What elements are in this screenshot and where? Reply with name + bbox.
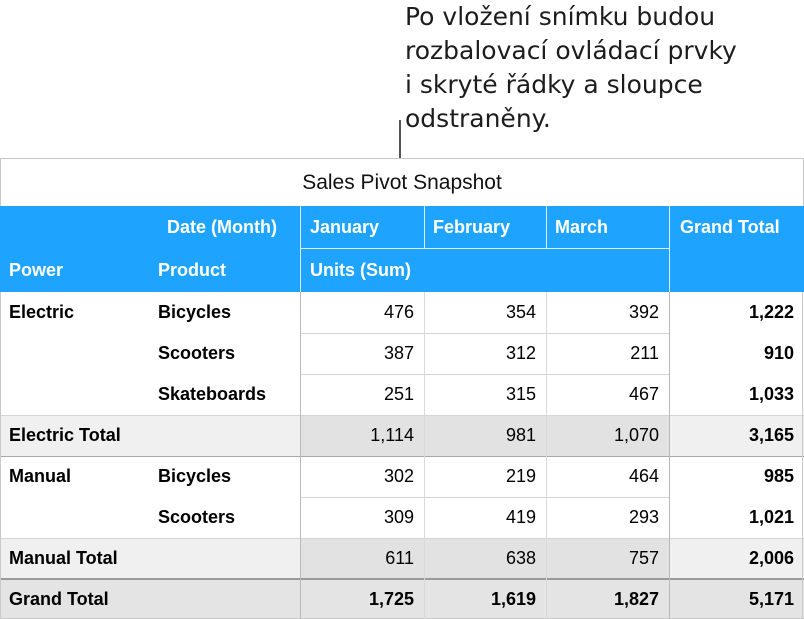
cell-value: 638 <box>505 548 536 568</box>
cell-value: 611 <box>385 548 414 568</box>
cell-value: 1,827 <box>613 588 659 609</box>
table-row-subtotal[interactable]: Electric Total 1,114 981 1,070 3,165 <box>0 415 804 456</box>
cell-value: 419 <box>505 507 536 527</box>
cell-row-total: 3,165 <box>748 425 794 445</box>
header-divider <box>669 206 670 292</box>
cell-value: 476 <box>383 302 414 322</box>
cell-value: 467 <box>628 384 659 404</box>
cell-value: 293 <box>628 507 659 527</box>
cell-value: 1,114 <box>370 425 414 445</box>
cell-row-total: 5,171 <box>748 588 794 609</box>
header-date-month[interactable]: Date (Month) <box>167 216 277 237</box>
header-month[interactable]: March <box>555 216 609 237</box>
table-header: Date (Month) January February March Gran… <box>0 206 804 292</box>
cell-value: 302 <box>383 466 414 486</box>
grid-line <box>802 292 803 619</box>
callout-line: i skryté řádky a sloupce <box>405 70 703 99</box>
cell-subtotal-label: Manual Total <box>9 548 118 568</box>
electric-total-data-bg <box>301 415 669 456</box>
callout-line: odstraněny. <box>405 104 551 133</box>
cell-power: Electric <box>9 302 75 322</box>
table-row[interactable]: Electric Bicycles 476 354 392 1,222 <box>0 292 804 333</box>
grid-line <box>0 538 804 539</box>
cell-power <box>0 374 158 415</box>
cell-value: 387 <box>383 343 414 363</box>
cell-product: Bicycles <box>158 302 232 322</box>
table-row[interactable]: Skateboards 251 315 467 1,033 <box>0 374 804 415</box>
grid-line <box>0 456 804 457</box>
header-row-fields: Power Product Units (Sum) <box>0 248 804 292</box>
cell-value: 981 <box>505 425 536 445</box>
table-row[interactable]: Scooters 387 312 211 910 <box>0 333 804 374</box>
callout-text: Po vložení snímku budou rozbalovací ovlá… <box>405 0 800 136</box>
cell-product: Scooters <box>158 343 236 363</box>
grid-line <box>0 292 1 619</box>
cell-value: 464 <box>628 466 659 486</box>
cell-product: Skateboards <box>158 384 267 404</box>
table-title: Sales Pivot Snapshot <box>0 158 804 207</box>
manual-total-data-bg <box>301 538 669 579</box>
cell-subtotal-label: Electric Total <box>9 425 121 445</box>
cell-value: 315 <box>505 384 536 404</box>
cell-value: 354 <box>505 302 536 322</box>
cell-value: 1,619 <box>490 588 536 609</box>
grid-line <box>546 292 547 619</box>
cell-row-total: 1,021 <box>748 507 794 527</box>
callout-line: rozbalovací ovládací prvky <box>405 36 737 65</box>
cell-value: 219 <box>505 466 536 486</box>
cell-product: Bicycles <box>158 466 232 486</box>
cell-value: 1,070 <box>613 425 659 445</box>
header-month[interactable]: February <box>433 216 511 237</box>
cell-value: 1,725 <box>368 588 414 609</box>
header-row-months: Date (Month) January February March Gran… <box>0 206 804 248</box>
cell-value: 392 <box>628 302 659 322</box>
callout-line: Po vložení snímku budou <box>405 2 716 31</box>
cell-row-total: 1,222 <box>748 302 794 322</box>
pivot-table[interactable]: Sales Pivot Snapshot Date (Month) Januar… <box>0 158 804 619</box>
header-units-sum[interactable]: Units (Sum) <box>310 259 411 280</box>
grid-line <box>0 578 804 580</box>
grid-line <box>301 497 669 498</box>
cell-power: Manual <box>9 466 72 486</box>
header-divider <box>424 206 425 248</box>
cell-power <box>0 333 158 374</box>
grand-total-bg <box>0 579 804 619</box>
table-row-subtotal[interactable]: Manual Total 611 638 757 2,006 <box>0 538 804 579</box>
cell-grand-total-label: Grand Total <box>9 588 109 609</box>
header-power[interactable]: Power <box>9 259 64 280</box>
cell-value: 211 <box>630 343 659 363</box>
cell-value: 251 <box>383 384 414 404</box>
table-row-grand-total[interactable]: Grand Total 1,725 1,619 1,827 5,171 <box>0 579 804 619</box>
grid-line <box>300 292 301 619</box>
cell-row-total: 1,033 <box>748 384 794 404</box>
header-divider <box>546 206 547 248</box>
grid-line <box>301 333 669 334</box>
grid-line <box>669 292 670 619</box>
cell-row-total: 2,006 <box>748 548 794 568</box>
header-divider <box>301 248 669 249</box>
header-month[interactable]: January <box>310 216 380 237</box>
cell-value: 757 <box>628 548 659 568</box>
table-row[interactable]: Scooters 309 419 293 1,021 <box>0 497 804 538</box>
cell-value: 312 <box>505 343 536 363</box>
cell-product: Scooters <box>158 507 236 527</box>
callout-leader-line <box>399 120 401 158</box>
grid-line <box>0 415 804 416</box>
header-grand-total[interactable]: Grand Total <box>680 216 780 237</box>
table-row[interactable]: Manual Bicycles 302 219 464 985 <box>0 456 804 497</box>
cell-row-total: 985 <box>763 466 794 486</box>
cell-value: 309 <box>383 507 414 527</box>
header-divider <box>300 206 301 292</box>
cell-row-total: 910 <box>763 343 794 363</box>
header-product[interactable]: Product <box>158 259 227 280</box>
grid-line <box>424 292 425 619</box>
grid-line <box>301 374 669 375</box>
cell-power <box>0 497 158 538</box>
